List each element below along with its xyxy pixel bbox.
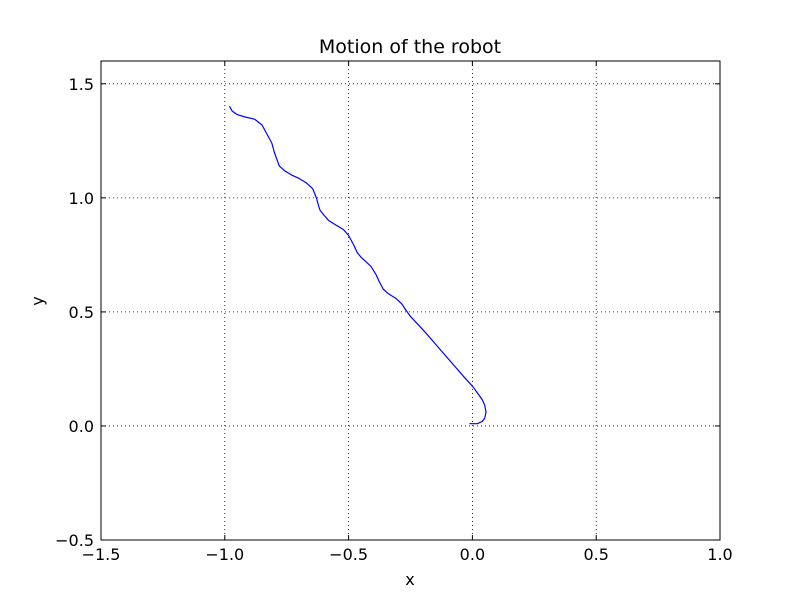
x-tick-label: −1.5 [82,545,121,564]
y-tick-label: −0.5 [55,531,94,550]
tick-marks [100,61,721,541]
plot-frame [100,60,721,541]
y-tick-label: 0.0 [69,417,94,436]
y-axis-label: y [28,296,47,305]
x-tick-label: 1.0 [707,545,732,564]
x-tick-label: −0.5 [329,545,368,564]
y-tick-label: 1.0 [69,189,94,208]
x-axis-label: x [405,570,414,589]
y-tick-label: 1.5 [69,75,94,94]
chart-title: Motion of the robot [319,36,501,58]
y-tick-label: 0.5 [69,303,94,322]
x-tick-label: 0.0 [460,545,485,564]
tick-labels: −1.5 −1.0 −0.5 0.0 0.5 1.0 −0.5 0.0 0.5 1.0 1.5 [55,75,733,564]
robot-path-line [229,106,487,425]
x-tick-label: 0.5 [583,545,608,564]
series-layer [229,106,487,425]
x-tick-label: −1.0 [205,545,244,564]
